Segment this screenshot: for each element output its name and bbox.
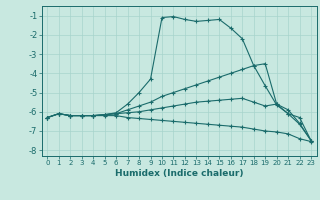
- X-axis label: Humidex (Indice chaleur): Humidex (Indice chaleur): [115, 169, 244, 178]
